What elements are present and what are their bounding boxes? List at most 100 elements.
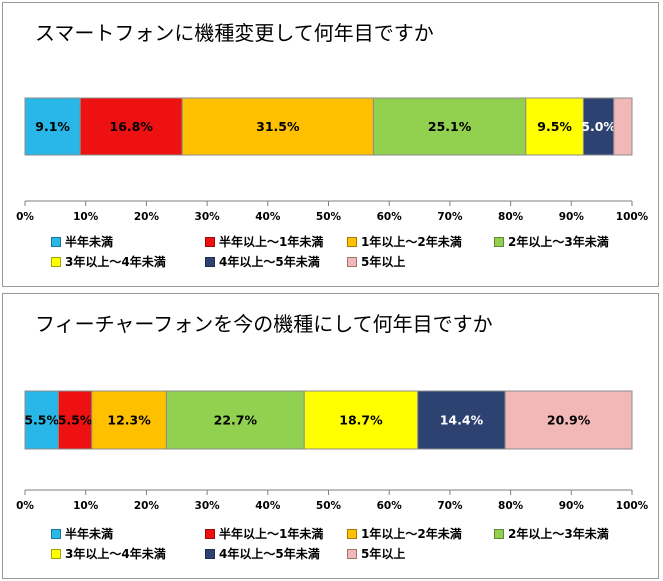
bar-data-label: 5.0% <box>581 119 616 134</box>
legend-swatch <box>347 548 357 559</box>
x-tick-label: 100% <box>616 500 649 512</box>
x-tick-label: 20% <box>134 211 160 223</box>
bar-data-label: 18.7% <box>339 413 383 428</box>
x-tick-label: 60% <box>377 500 403 512</box>
bar-data-label: 16.8% <box>110 119 154 134</box>
legend-label: 半年以上〜1年未満 <box>219 235 324 249</box>
bar-segment <box>24 390 59 450</box>
bar-data-label: 12.3% <box>107 413 151 428</box>
legend-row: 3年以上〜4年未満 4年以上〜5年未満 5年以上 <box>51 253 651 273</box>
legend-swatch <box>51 528 61 539</box>
x-tick-label: 70% <box>437 500 463 512</box>
legend-item: 半年以上〜1年未満 <box>205 233 323 250</box>
x-tick-label: 50% <box>316 211 342 223</box>
legend-label: 2年以上〜3年未満 <box>508 235 609 249</box>
x-tick-label: 20% <box>134 500 160 512</box>
legend-swatch <box>347 256 357 267</box>
legend-row: 半年未満 半年以上〜1年未満 1年以上〜2年未満 2年以上〜3年未満 <box>51 233 651 253</box>
bar-data-label: 5.5% <box>24 413 59 428</box>
bar-data-label: 9.1% <box>35 119 70 134</box>
x-tick-label: 0% <box>16 211 34 223</box>
legend-label: 半年未満 <box>65 527 114 541</box>
legend-item: 1年以上〜2年未満 <box>347 233 462 250</box>
legend-label: 3年以上〜4年未満 <box>65 547 166 561</box>
bar-segment <box>24 97 81 156</box>
legend-item: 5年以上 <box>347 253 405 270</box>
bar-segment <box>165 390 305 450</box>
bar-segment <box>525 97 584 156</box>
x-tick-label: 70% <box>437 211 463 223</box>
bar-segment <box>417 390 506 450</box>
x-tick-label: 50% <box>316 500 342 512</box>
legend-swatch <box>51 256 61 267</box>
legend-item: 半年以上〜1年未満 <box>205 525 323 542</box>
legend-item: 3年以上〜4年未満 <box>51 253 166 270</box>
x-tick-label: 90% <box>559 211 585 223</box>
legend-swatch <box>205 236 215 247</box>
bar-data-label: 5.5% <box>58 413 93 428</box>
legend-item: 4年以上〜5年未満 <box>205 253 320 270</box>
bar-segment <box>504 390 633 450</box>
legend-swatch <box>494 236 504 247</box>
x-tick-label: 0% <box>16 500 34 512</box>
legend-row: 3年以上〜4年未満 4年以上〜5年未満 5年以上 <box>51 545 651 565</box>
x-tick-label: 10% <box>73 500 99 512</box>
stacked-bar-chart-featurephone: 0% 10% 20% 30% 40% 50% 60% 70% 80% 90% 100% 5.5%5.5… <box>16 390 649 512</box>
legend-label: 3年以上〜4年未満 <box>65 255 166 269</box>
legend-label: 5年以上 <box>361 547 406 561</box>
bar-segment <box>303 390 419 450</box>
chart-legend: 半年未満 半年以上〜1年未満 1年以上〜2年未満 2年以上〜3年未満 3年以上〜4年未満… <box>51 233 651 273</box>
x-tick-label: 80% <box>498 500 524 512</box>
legend-label: 1年以上〜2年未満 <box>361 527 462 541</box>
legend-item: 5年以上 <box>347 545 405 562</box>
legend-label: 4年以上〜5年未満 <box>219 547 320 561</box>
legend-item: 半年未満 <box>51 233 113 250</box>
legend-label: 2年以上〜3年未満 <box>508 527 609 541</box>
legend-label: 半年以上〜1年未満 <box>219 527 324 541</box>
legend-row: 半年未満 半年以上〜1年未満 1年以上〜2年未満 2年以上〜3年未満 <box>51 525 651 545</box>
legend-swatch <box>205 528 215 539</box>
chart-title: フィーチャーフォンを今の機種にして何年目ですか <box>35 312 493 336</box>
legend-item: 半年未満 <box>51 525 113 542</box>
x-tick-label: 40% <box>255 500 281 512</box>
x-tick-label: 60% <box>377 211 403 223</box>
legend-swatch <box>205 256 215 267</box>
legend-swatch <box>51 548 61 559</box>
legend-label: 半年未満 <box>65 235 114 249</box>
legend-label: 5年以上 <box>361 255 406 269</box>
bar-data-label: 14.4% <box>440 413 484 428</box>
x-tick-label: 30% <box>195 211 221 223</box>
bar-segment <box>372 97 527 156</box>
bar-data-label: 22.7% <box>214 413 258 428</box>
bar-data-label: 20.9% <box>547 413 591 428</box>
bar-segment <box>57 390 93 450</box>
bar-segment <box>181 97 374 156</box>
legend-item: 1年以上〜2年未満 <box>347 525 462 542</box>
x-tick-label: 80% <box>498 211 524 223</box>
x-tick-label: 30% <box>195 500 221 512</box>
x-tick-label: 90% <box>559 500 585 512</box>
x-tick-label: 40% <box>255 211 281 223</box>
legend-swatch <box>51 236 61 247</box>
legend-swatch <box>347 236 357 247</box>
chart-title: スマートフォンに機種変更して何年目ですか <box>35 21 434 45</box>
bar-segment <box>79 97 183 156</box>
chart-panel-smartphone: スマートフォンに機種変更して何年目ですか 0% 10% 20% 30% 40% 50% 60… <box>2 2 659 287</box>
legend-label: 4年以上〜5年未満 <box>219 255 320 269</box>
legend-item: 2年以上〜3年未満 <box>494 525 609 542</box>
legend-swatch <box>347 528 357 539</box>
chart-panel-featurephone: フィーチャーフォンを今の機種にして何年目ですか 0% 10% 20% 30% 40% 50… <box>2 293 659 579</box>
legend-item: 3年以上〜4年未満 <box>51 545 166 562</box>
bar-data-label: 31.5% <box>256 119 300 134</box>
bar-segment <box>613 97 633 156</box>
x-tick-label: 10% <box>73 211 99 223</box>
legend-label: 1年以上〜2年未満 <box>361 235 462 249</box>
bar-segment <box>582 97 615 156</box>
bar-data-label: 25.1% <box>428 119 472 134</box>
stacked-bar-chart-smartphone: 0% 10% 20% 30% 40% 50% 60% 70% 80% 90% 100% 9.1% 16.… <box>16 97 649 223</box>
bar-segment <box>91 390 167 450</box>
x-tick-label: 100% <box>616 211 649 223</box>
chart-legend: 半年未満 半年以上〜1年未満 1年以上〜2年未満 2年以上〜3年未満 3年以上〜4年未満… <box>51 525 651 565</box>
legend-swatch <box>494 528 504 539</box>
legend-swatch <box>205 548 215 559</box>
